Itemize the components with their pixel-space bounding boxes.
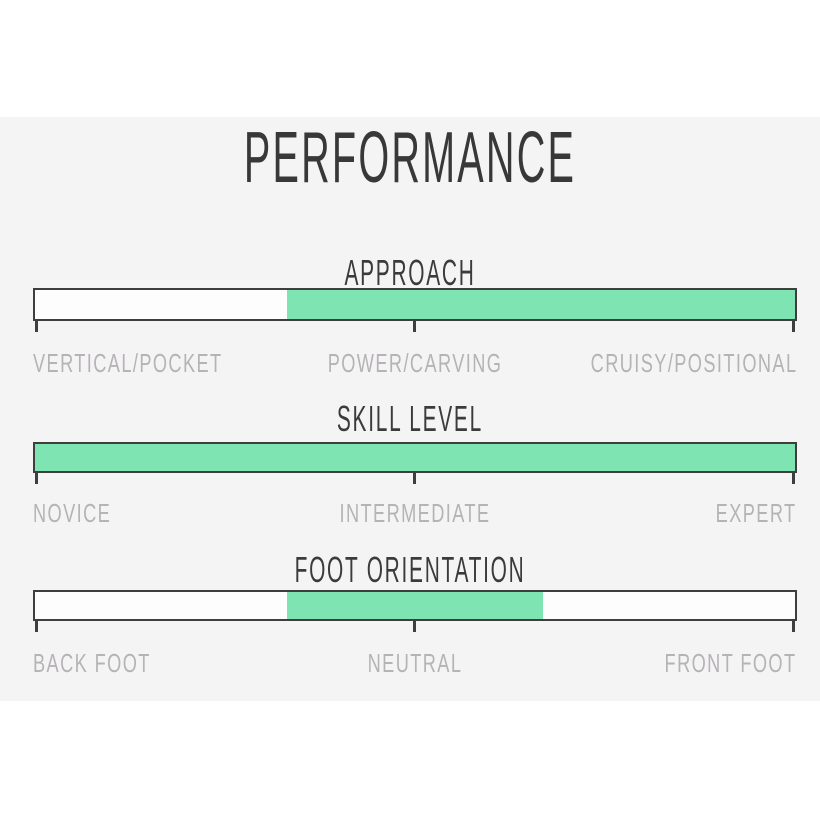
scale-label-center: POWER/CARVING [327,348,503,378]
scale-labels-skill-level: NOVICE INTERMEDIATE EXPERT [33,499,797,527]
scale-label-center: NEUTRAL [367,648,463,678]
scale-label-right: EXPERT [716,498,797,528]
tick-left [35,619,38,632]
scale-heading-skill-level: SKILL LEVEL [0,401,820,437]
tick-center [413,319,416,332]
tick-right [792,619,795,632]
scale-bar-skill-level [33,442,797,484]
scale-label-right: CRUISY/POSITIONAL [590,348,797,378]
tick-right [792,319,795,332]
scale-heading-foot-orientation-text: FOOT ORIENTATION [294,549,526,590]
scale-heading-approach-text: APPROACH [344,252,476,293]
page-title: PERFORMANCE [0,122,820,194]
scale-bar-approach [33,288,797,332]
scale-bar-skill-level-fill [35,444,795,471]
tick-right [792,471,795,484]
scale-heading-skill-level-text: SKILL LEVEL [336,398,484,439]
tick-center [413,619,416,632]
scale-label-left: BACK FOOT [33,648,151,678]
scale-bar-approach-fill [287,290,795,319]
scale-bar-foot-orientation-fill [287,592,543,619]
scale-label-right: FRONT FOOT [665,648,797,678]
scale-heading-foot-orientation: FOOT ORIENTATION [0,552,820,588]
scale-heading-approach: APPROACH [0,255,820,291]
page-title-text: PERFORMANCE [243,118,577,198]
scale-labels-foot-orientation: BACK FOOT NEUTRAL FRONT FOOT [33,649,797,677]
performance-panel: PERFORMANCE APPROACH VERTICAL/POCKET POW… [0,117,820,701]
scale-label-left: VERTICAL/POCKET [33,348,223,378]
tick-left [35,319,38,332]
scale-label-left: NOVICE [33,498,112,528]
scale-labels-approach: VERTICAL/POCKET POWER/CARVING CRUISY/POS… [33,349,797,377]
scale-label-center: INTERMEDIATE [339,498,491,528]
tick-left [35,471,38,484]
scale-bar-foot-orientation [33,590,797,632]
tick-center [413,471,416,484]
